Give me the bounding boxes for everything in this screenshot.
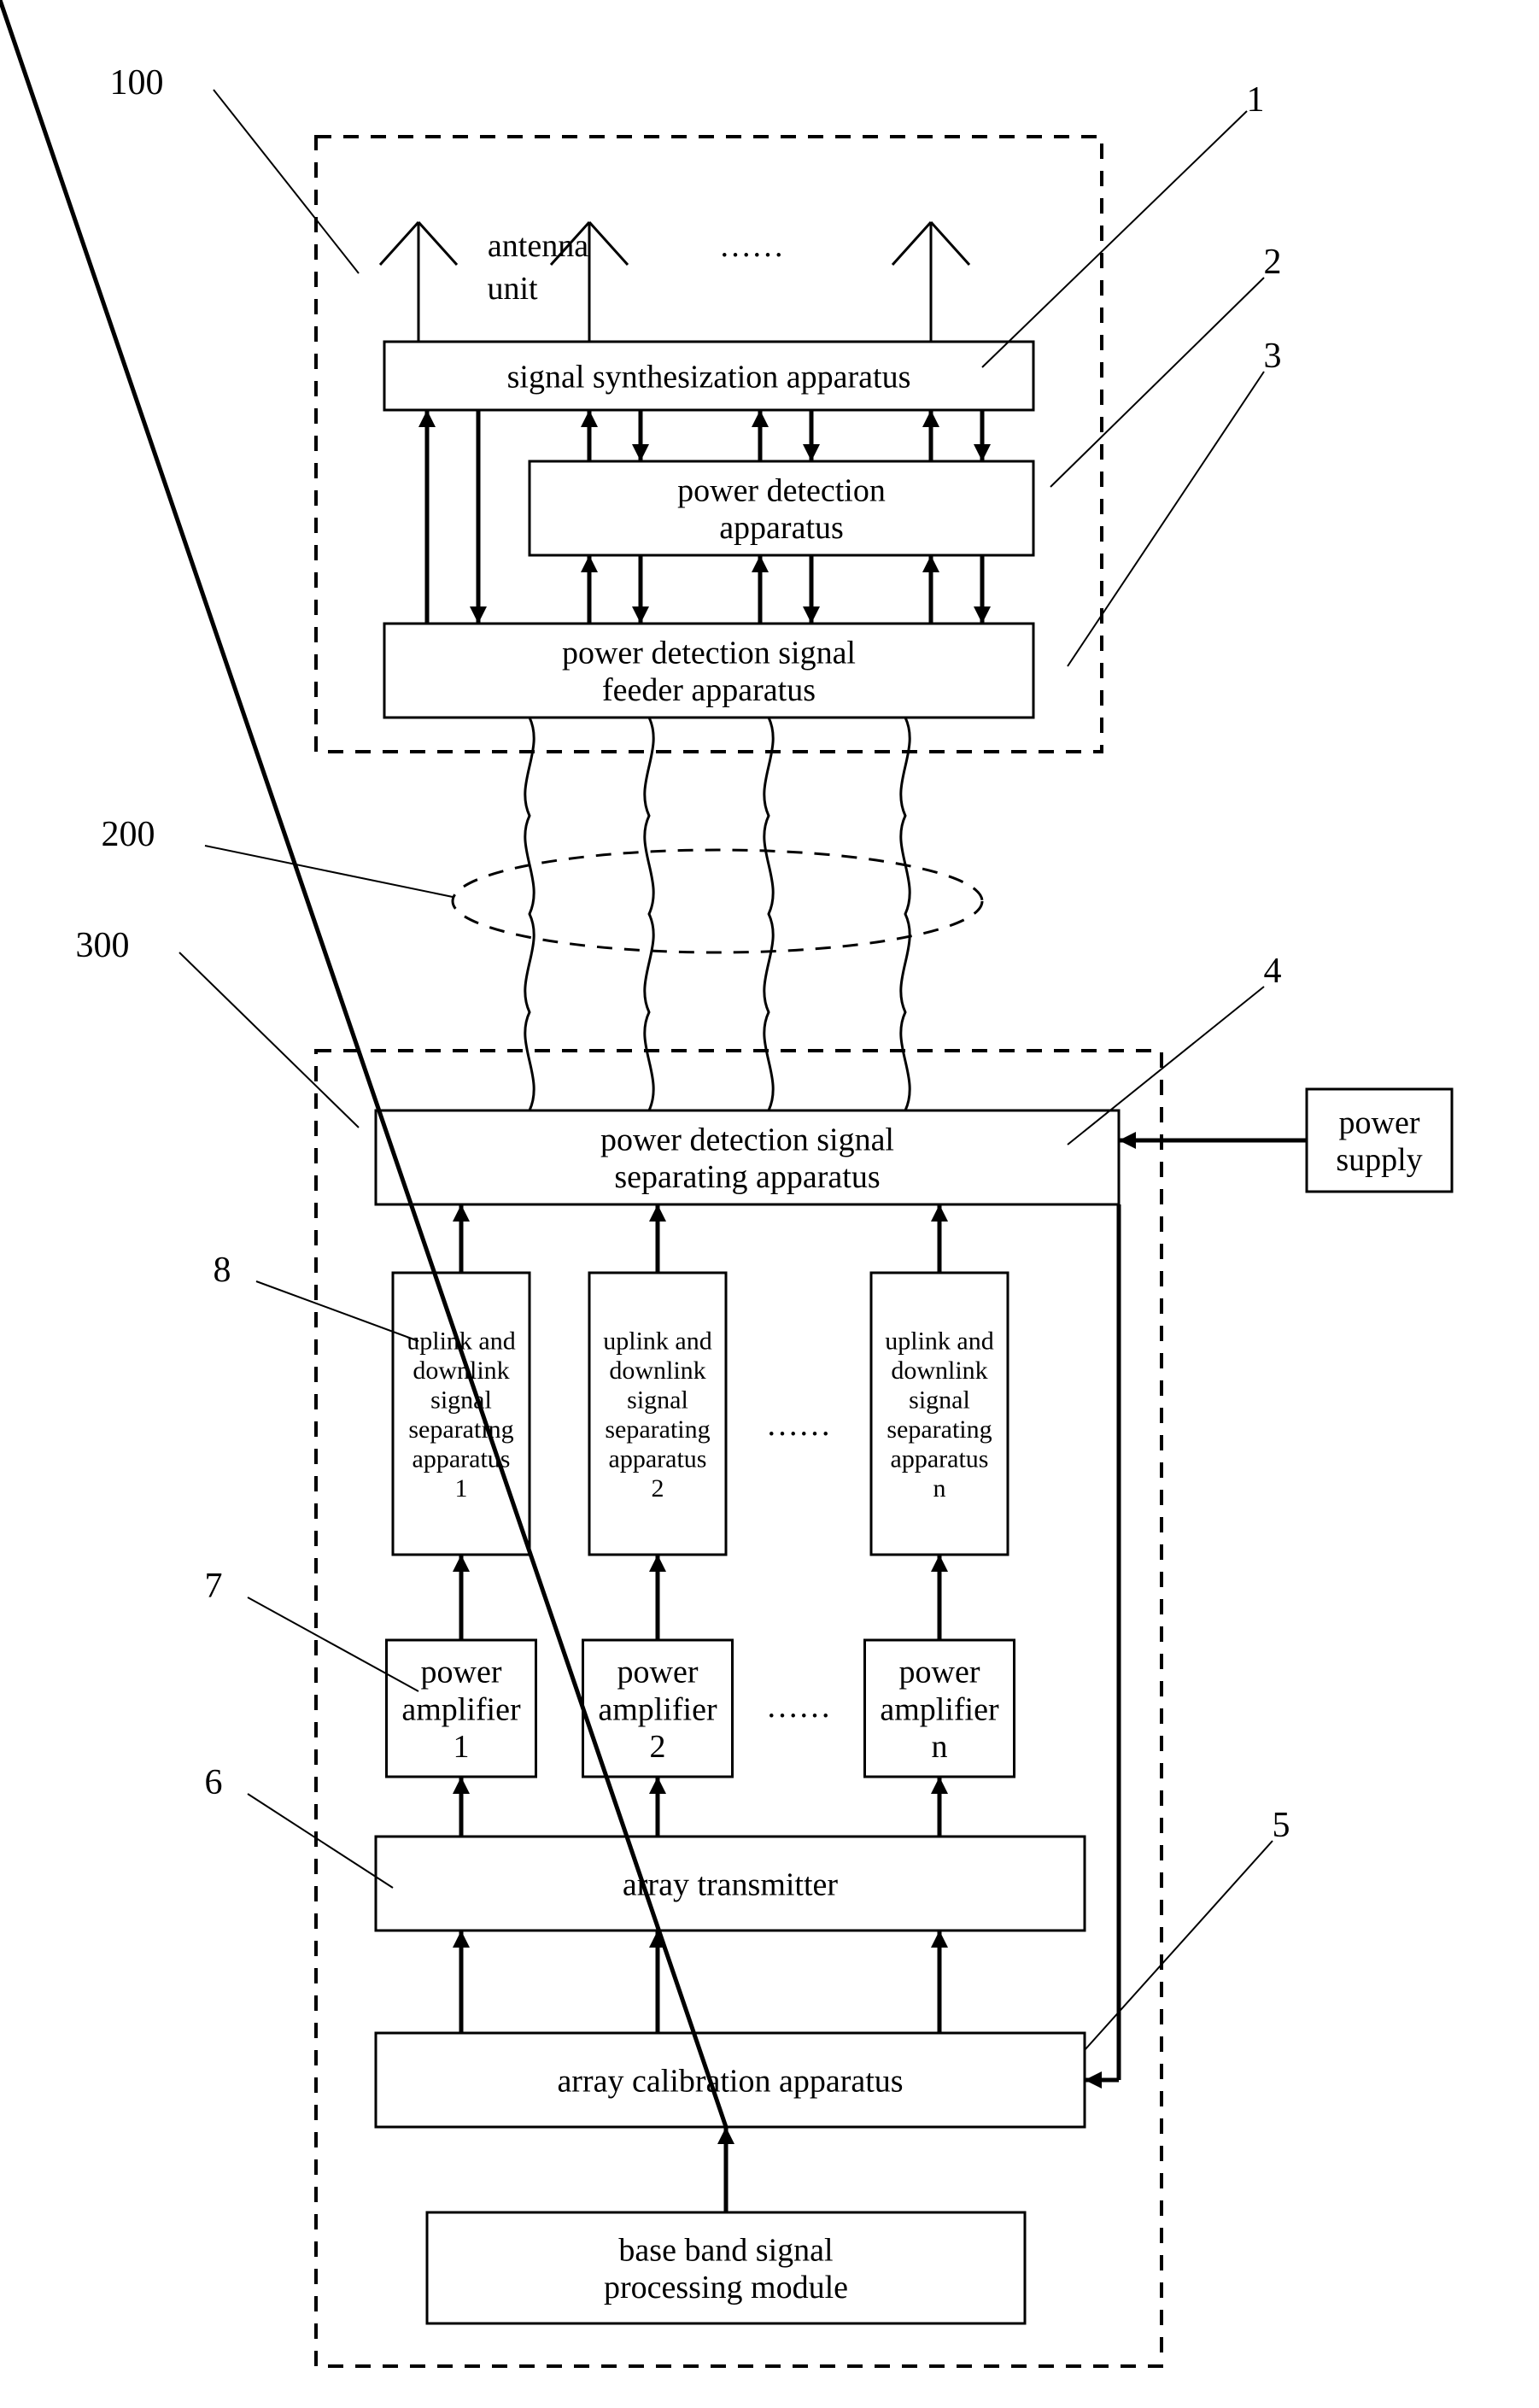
svg-text:100: 100 [110, 63, 164, 103]
svg-text:3: 3 [1264, 337, 1282, 376]
svg-text:apparatus: apparatus [609, 1444, 707, 1473]
svg-text:power detection: power detection [677, 472, 886, 508]
svg-text:8: 8 [214, 1251, 231, 1290]
svg-text:apparatus: apparatus [719, 510, 844, 546]
svg-text:power detection signal: power detection signal [600, 1122, 894, 1157]
svg-text:n: n [932, 1729, 948, 1765]
svg-text:7: 7 [205, 1567, 223, 1606]
svg-text:processing module: processing module [604, 2270, 848, 2305]
svg-text:1: 1 [1247, 80, 1265, 120]
svg-text:……: …… [766, 1407, 831, 1443]
svg-text:array calibration apparatus: array calibration apparatus [557, 2063, 903, 2099]
svg-text:2: 2 [652, 1474, 664, 1503]
svg-text:downlink: downlink [891, 1356, 987, 1385]
svg-text:amplifier: amplifier [880, 1691, 999, 1727]
svg-text:power: power [1339, 1104, 1420, 1140]
svg-text:separating apparatus: separating apparatus [614, 1159, 880, 1195]
svg-text:feeder apparatus: feeder apparatus [602, 672, 816, 708]
svg-text:6: 6 [205, 1763, 223, 1802]
svg-text:power: power [899, 1655, 980, 1690]
svg-text:……: …… [766, 1689, 831, 1725]
svg-text:apparatus: apparatus [891, 1444, 989, 1473]
svg-text:4: 4 [1264, 952, 1282, 991]
svg-text:power: power [421, 1655, 502, 1690]
svg-text:300: 300 [76, 926, 130, 965]
svg-text:array transmitter: array transmitter [623, 1866, 839, 1902]
svg-text:signal: signal [627, 1386, 688, 1414]
svg-text:signal synthesization apparatu: signal synthesization apparatus [507, 359, 911, 395]
svg-text:unit: unit [487, 271, 538, 307]
svg-text:base band signal: base band signal [618, 2232, 833, 2268]
svg-text:1: 1 [454, 1729, 470, 1765]
svg-text:……: …… [719, 228, 784, 264]
svg-text:separating: separating [408, 1415, 513, 1444]
svg-text:downlink: downlink [413, 1356, 509, 1385]
svg-text:power detection signal: power detection signal [562, 635, 856, 671]
svg-text:5: 5 [1273, 1806, 1290, 1845]
svg-text:supply: supply [1336, 1142, 1422, 1178]
svg-text:2: 2 [650, 1729, 666, 1765]
svg-text:amplifier: amplifier [598, 1691, 717, 1727]
svg-text:1: 1 [455, 1474, 468, 1503]
svg-text:uplink and: uplink and [885, 1327, 994, 1355]
svg-text:power: power [617, 1655, 699, 1690]
svg-text:signal: signal [909, 1386, 970, 1414]
svg-text:n: n [933, 1474, 946, 1503]
svg-text:downlink: downlink [609, 1356, 705, 1385]
svg-text:amplifier: amplifier [401, 1691, 521, 1727]
svg-text:uplink and: uplink and [603, 1327, 712, 1355]
svg-text:2: 2 [1264, 243, 1282, 282]
svg-text:200: 200 [102, 815, 155, 854]
svg-text:separating: separating [605, 1415, 710, 1444]
svg-text:separating: separating [887, 1415, 992, 1444]
svg-text:antenna: antenna [488, 228, 588, 264]
